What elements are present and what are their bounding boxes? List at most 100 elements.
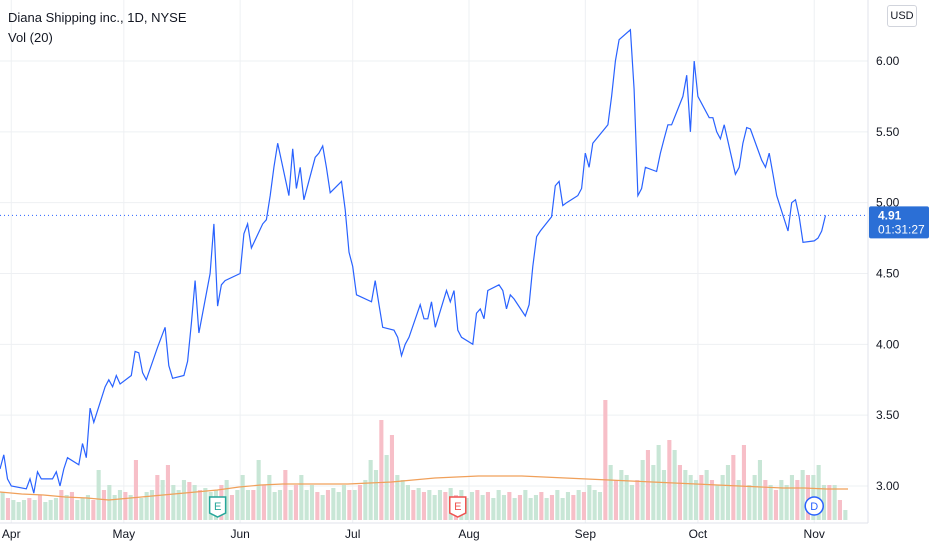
volume-bar <box>235 490 240 520</box>
earnings-icon <box>449 496 467 518</box>
y-tick-label: 3.00 <box>876 479 900 493</box>
last-price-label: 4.91 01:31:27 <box>869 206 929 239</box>
earnings-marker[interactable]: E <box>208 496 227 518</box>
volume-bar <box>37 495 42 520</box>
volume-bar <box>80 498 85 520</box>
volume-bar <box>379 420 384 520</box>
volume-bar <box>480 495 485 520</box>
volume-bar <box>779 480 784 520</box>
volume-bar <box>512 498 517 520</box>
volume-bar <box>752 475 757 520</box>
volume-bar <box>395 475 400 520</box>
volume-bar <box>539 492 544 520</box>
volume-bar <box>69 492 74 520</box>
volume-bar <box>629 485 634 520</box>
chart-legend: Diana Shipping inc., 1D, NYSE Vol (20) <box>8 8 186 48</box>
volume-bar <box>549 495 554 520</box>
volume-bar <box>176 490 181 520</box>
volume-bar <box>517 495 522 520</box>
x-tick-label: Aug <box>458 527 479 541</box>
volume-bar <box>693 480 698 520</box>
volume-bar <box>325 490 330 520</box>
volume-bar <box>427 490 432 520</box>
volume-bar <box>256 460 261 520</box>
volume-bar <box>123 492 128 520</box>
volume-bar <box>528 498 533 520</box>
x-tick-label: Jul <box>345 527 360 541</box>
volume-bar <box>48 500 53 520</box>
volume-bar <box>613 480 618 520</box>
volume-bar <box>165 465 170 520</box>
y-tick-label: 3.50 <box>876 408 900 422</box>
earnings-icon <box>208 496 227 518</box>
volume-bar <box>421 492 426 520</box>
dividend-marker[interactable]: D <box>804 496 824 516</box>
volume-bar <box>229 495 234 520</box>
x-tick-label: May <box>112 527 135 541</box>
volume-bar <box>32 500 37 520</box>
volume-bar <box>795 480 800 520</box>
currency-button[interactable]: USD <box>887 5 917 27</box>
volume-indicator-label[interactable]: Vol (20) <box>8 30 53 45</box>
volume-bar <box>603 400 608 520</box>
volume-bar <box>485 492 490 520</box>
volume-bar <box>773 490 778 520</box>
volume-bar <box>400 480 405 520</box>
earnings-marker[interactable]: E <box>449 496 467 518</box>
event-label: E <box>214 501 221 513</box>
symbol-title[interactable]: Diana Shipping inc., 1D, NYSE <box>8 10 187 25</box>
volume-bar <box>491 498 496 520</box>
volume-bar <box>592 490 597 520</box>
volume-bar <box>299 475 304 520</box>
volume-bar <box>736 480 741 520</box>
volume-bar <box>571 495 576 520</box>
volume-bar <box>699 475 704 520</box>
volume-bar <box>608 465 613 520</box>
volume-bar <box>149 490 154 520</box>
volume-bar <box>741 445 746 520</box>
volume-bar <box>117 490 122 520</box>
volume-bar <box>341 485 346 520</box>
volume-bar <box>5 498 10 520</box>
volume-bar <box>437 490 442 520</box>
volume-bar <box>75 500 80 520</box>
volume-bar <box>107 485 112 520</box>
volume-bar <box>501 495 506 520</box>
volume-bar <box>133 460 138 520</box>
volume-bar <box>128 495 133 520</box>
volume-bar <box>784 485 789 520</box>
volume-bar <box>272 492 277 520</box>
volume-bar <box>283 470 288 520</box>
volume-bar <box>261 485 266 520</box>
x-axis[interactable]: Apr May Jun Jul Aug Sep Oct Nov <box>2 527 825 541</box>
volume-bar <box>112 495 117 520</box>
volume-bar <box>336 492 341 520</box>
x-tick-label: Sep <box>575 527 597 541</box>
volume-bar <box>373 470 378 520</box>
volume-bar <box>757 460 762 520</box>
x-tick-label: Jun <box>230 527 249 541</box>
y-tick-label: 4.00 <box>876 337 900 351</box>
volume-bar <box>320 495 325 520</box>
volume-bar <box>661 470 666 520</box>
last-price-value: 4.91 <box>878 208 902 222</box>
volume-bar <box>731 455 736 520</box>
volume-bar <box>27 498 32 520</box>
volume-bar <box>187 482 192 520</box>
volume-bar <box>64 495 69 520</box>
volume-bar <box>267 475 272 520</box>
volume-bar <box>619 470 624 520</box>
last-price-countdown: 01:31:27 <box>878 222 925 236</box>
volume-bar <box>475 490 480 520</box>
event-label: D <box>810 501 818 513</box>
volume-bar <box>597 492 602 520</box>
volume-bar <box>405 485 410 520</box>
volume-bar <box>309 485 314 520</box>
y-tick-label: 4.50 <box>876 267 900 281</box>
volume-bar <box>763 480 768 520</box>
volume-bars <box>0 400 848 520</box>
y-axis[interactable]: 3.00 3.50 4.00 4.50 5.00 5.50 6.00 <box>876 54 900 493</box>
volume-bar <box>357 485 362 520</box>
volume-bar <box>805 475 810 520</box>
